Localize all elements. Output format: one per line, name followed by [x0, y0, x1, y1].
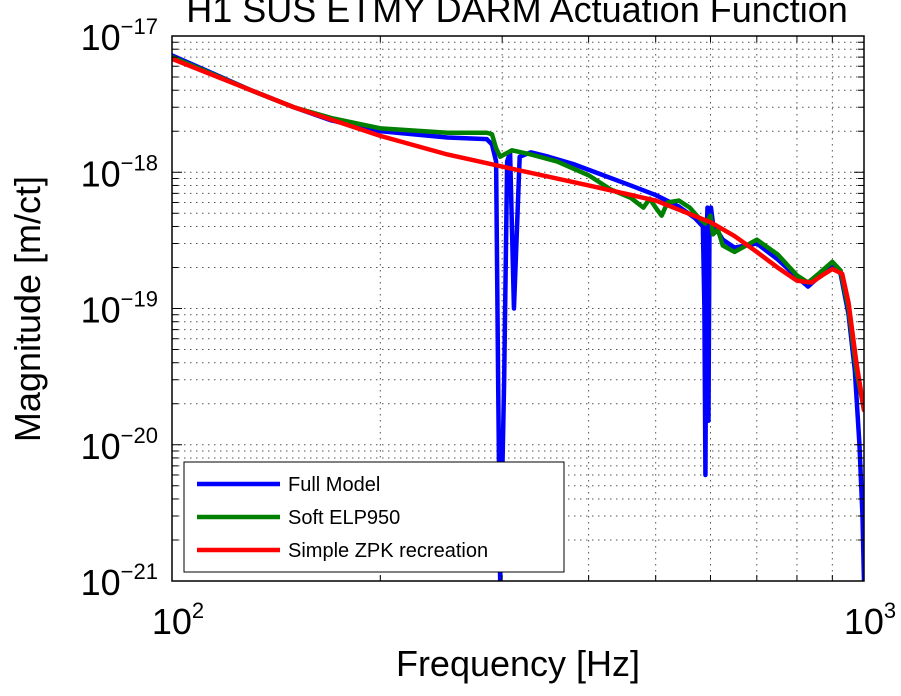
- x-tick-label: 102: [152, 598, 204, 642]
- chart-title: H1 SUS ETMY DARM Actuation Function: [186, 0, 848, 30]
- x-tick-labels: 102 103: [152, 598, 896, 642]
- series-lines: [172, 53, 864, 581]
- legend: Full Model Soft ELP950 Simple ZPK recreati…: [183, 461, 565, 573]
- series-line-simple-zpk-recreation: [172, 56, 864, 413]
- x-axis-label: Frequency [Hz]: [396, 643, 640, 684]
- y-tick-label: 10−17: [81, 14, 158, 58]
- y-tick-label: 10−19: [81, 287, 158, 331]
- legend-entries: Full Model Soft ELP950 Simple ZPK recreati…: [197, 474, 488, 562]
- y-tick-label: 10−18: [81, 150, 158, 194]
- legend-label: Full Model: [288, 474, 380, 496]
- x-tick-label: 103: [844, 598, 896, 642]
- y-axis-label: Magnitude [m/ct]: [7, 176, 48, 442]
- y-tick-labels: 10−21 10−20 10−19 10−18 10−17: [81, 14, 158, 603]
- y-tick-label: 10−21: [81, 559, 158, 603]
- y-tick-label: 10−20: [81, 423, 158, 467]
- minor-ticks: [171, 36, 864, 582]
- legend-label: Simple ZPK recreation: [288, 540, 488, 562]
- series-line-soft-elp950: [172, 54, 864, 413]
- legend-label: Soft ELP950: [288, 507, 400, 529]
- grid-lines: [172, 36, 864, 581]
